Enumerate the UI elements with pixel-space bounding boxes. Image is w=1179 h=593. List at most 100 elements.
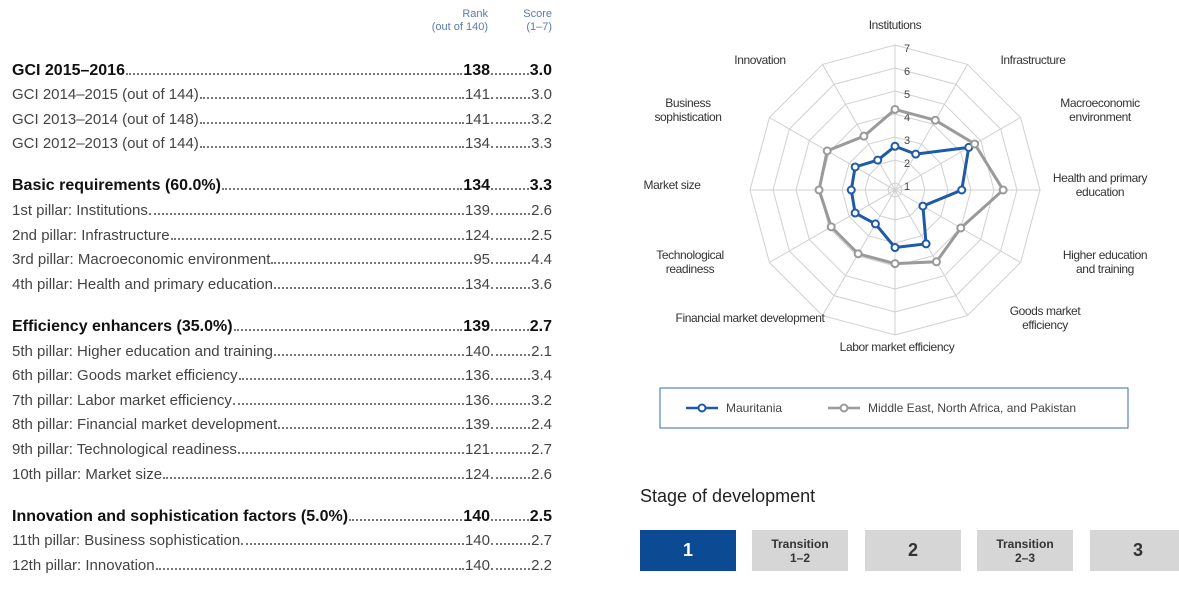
dot-leader [491,262,531,265]
score-cell: 3.0 [490,85,552,105]
table-row: GCI 2013–2014 (out of 148) 141 3.2 [12,105,552,130]
point [846,185,856,195]
legend-marker [839,403,849,413]
category-label: Business sophistication [654,96,722,124]
category-label: Technological readiness [656,248,724,276]
table-row: GCI 2012–2013 (out of 144) 134 3.3 [12,130,552,155]
category-label: Innovation [734,53,786,67]
dot-leader [148,213,464,216]
page: Rank (out of 140) Score (1–7) GCI 2015–201… [12,8,1179,574]
dot-leader [232,402,464,405]
score-cell: 3.3 [490,134,552,154]
score-cell: 2.7 [490,531,552,551]
score-cell: 2.7 [490,440,552,460]
score-cell: 3.2 [490,110,552,130]
stage-box: Transition 2–3 [977,530,1073,571]
point [853,249,863,259]
score: 4.4 [531,251,552,269]
dot-leader [491,518,529,521]
score: 2.4 [531,416,552,434]
spoke [822,64,896,191]
rank-title: Rank [462,8,488,20]
row-label: 1st pillar: Institutions [12,202,148,220]
stage-box: 3 [1090,530,1179,571]
point [970,139,980,149]
dot-leader [274,353,464,356]
table-row: 1st pillar: Institutions 139 2.6 [12,196,552,221]
dot-leader [233,328,463,331]
category-label: Financial market development [675,311,825,325]
score: 2.7 [531,440,552,458]
category-label: Market size [643,178,701,192]
dot-leader [273,286,464,289]
row-label: GCI 2014–2015 (out of 144) [12,86,199,104]
rank: 136 [464,367,490,385]
table-row: 4th pillar: Health and primary education… [12,270,552,295]
table-row: Basic requirements (60.0%) 134 3.3 [12,172,552,197]
dot-leader [199,121,464,124]
row-label: Basic requirements (60.0%) [12,177,221,195]
score: 3.0 [529,61,552,79]
rank: 124 [464,465,490,483]
dot-leader [491,188,529,191]
row-label: 6th pillar: Goods market efficiency [12,367,238,385]
score-cell: 2.4 [490,415,552,435]
dot-leader [125,72,463,75]
dot-leader [199,146,464,149]
legend-marker [697,403,707,413]
score: 3.0 [531,86,552,104]
table-row: Innovation and sophistication factors (5… [12,502,552,527]
spoke [894,189,968,316]
score: 2.1 [531,342,552,360]
rank: 95 [473,251,490,269]
dot-leader [491,121,531,124]
row-label: 3rd pillar: Macroeconomic environment [12,251,271,269]
rank: 138 [463,61,490,79]
category-label: Macroeconomic environment [1060,96,1140,124]
table-row: GCI 2014–2015 (out of 144) 141 3.0 [12,81,552,106]
rank: 140 [464,532,490,550]
row-label: 8th pillar: Financial market development [12,416,278,434]
row-label: 12th pillar: Innovation [12,556,155,574]
point [911,149,921,159]
score-cell: 3.0 [490,61,552,81]
category-label: Goods market efficiency [1009,304,1081,332]
row-label: GCI 2015–2016 [12,61,125,79]
score-cell: 4.4 [490,250,552,270]
table-row: 9th pillar: Technological readiness 121 2.… [12,435,552,460]
category-label: Infrastructure [1000,53,1066,67]
row-group: Basic requirements (60.0%) 134 3.3 1st pill… [12,172,552,295]
score-table: GCI 2015–2016 138 3.0 GCI 2014–2015 (out of… [12,56,552,593]
dot-leader [349,518,463,521]
score-cell: 2.1 [490,342,552,362]
rank: 141 [464,86,490,104]
dot-leader [238,378,464,381]
rank: 139 [464,202,490,220]
dot-leader [491,451,531,454]
dot-leader [278,427,464,430]
point [890,259,900,269]
category-label: Labor market efficiency [839,340,955,354]
score: 3.6 [531,275,552,293]
point [931,257,941,267]
point [890,141,900,151]
rank: 121 [464,440,490,458]
table-row: 2nd pillar: Infrastructure 124 2.5 [12,221,552,246]
score-header: Score (1–7) [523,8,552,34]
table-row: 6th pillar: Goods market efficiency 136 3.… [12,362,552,387]
rank: 140 [463,507,490,525]
table-row: 3rd pillar: Macroeconomic environment 95 4… [12,246,552,271]
row-label: 2nd pillar: Infrastructure [12,226,170,244]
spoke [894,117,1021,191]
legend-box [659,387,1129,429]
score-cell: 2.6 [490,465,552,485]
score: 3.4 [531,367,552,385]
rank-header: Rank (out of 140) [432,8,488,34]
dot-leader [237,451,464,454]
table-row: 10th pillar: Market size 124 2.6 [12,460,552,485]
dot-leader [491,237,531,240]
score: 2.2 [531,556,552,574]
point [921,239,931,249]
score-cell: 2.7 [490,317,552,337]
score-title: Score [523,8,552,20]
